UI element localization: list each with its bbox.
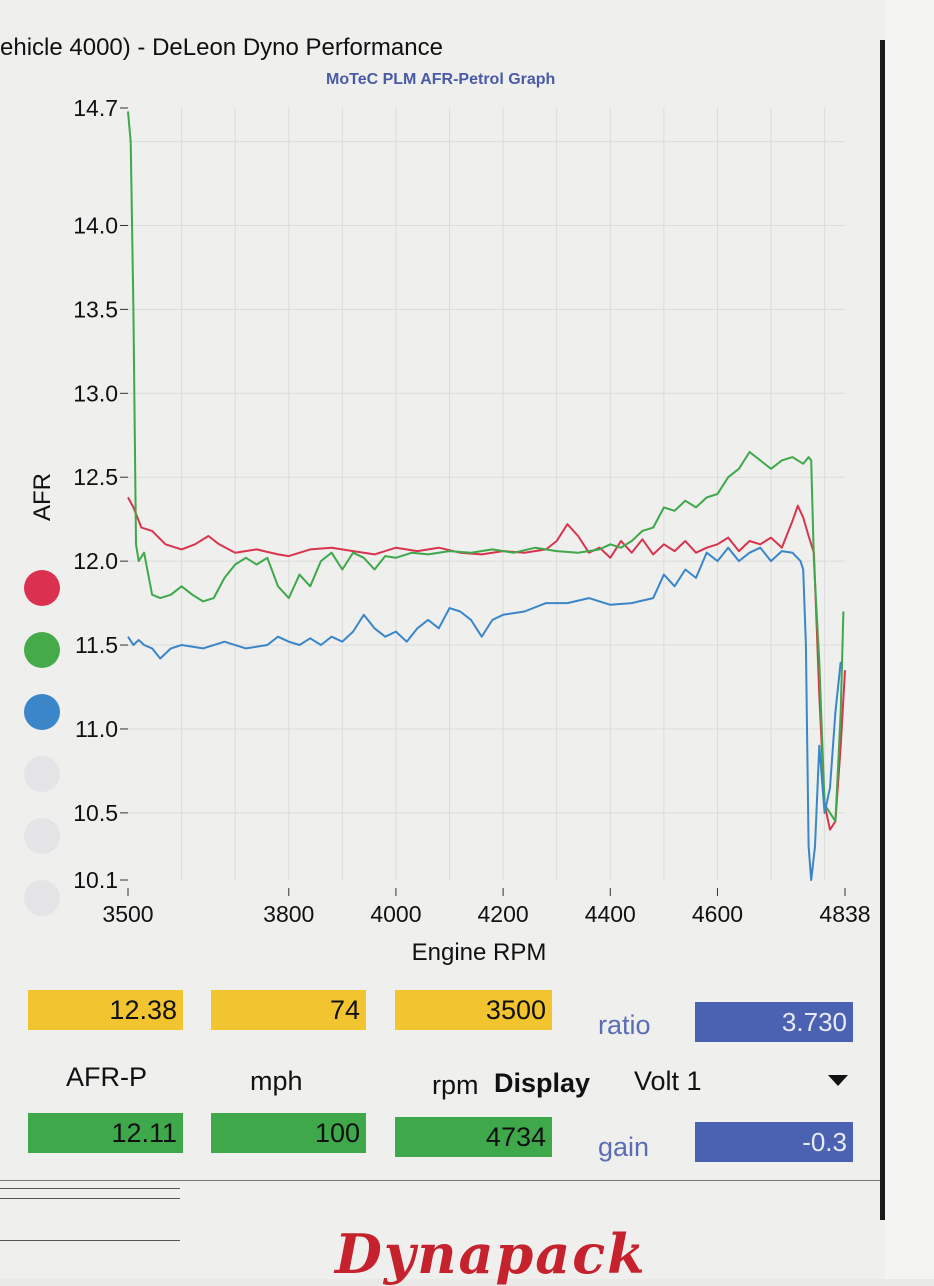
x-tick-label: 3500 — [102, 901, 153, 927]
afr-label: AFR-P — [66, 1062, 147, 1092]
x-tick-label: 4838 — [819, 901, 870, 927]
page-title: ehicle 4000) - DeLeon Dyno Performance — [0, 34, 443, 61]
legend-dot-3 — [24, 694, 60, 730]
y-tick-label: 13.0 — [73, 380, 118, 406]
y-tick-label: 10.5 — [73, 800, 118, 826]
series-line-3 — [127, 546, 842, 881]
rpm-label: rpm — [432, 1070, 479, 1100]
chart-grid — [128, 108, 845, 880]
afr-chart: 14.7 14.0 13.5 13.0 12.5 12.0 11.5 11.0 10.5 10.1… — [29, 95, 871, 966]
x-axis-label: Engine RPM — [412, 939, 547, 966]
y-tick-label: 14.0 — [73, 212, 118, 238]
display-label: Display — [494, 1068, 591, 1098]
page-margin — [885, 0, 934, 1279]
afr-end-readout: 12.11 — [28, 1113, 183, 1153]
legend-dot-empty — [24, 880, 60, 916]
legend-dot-1 — [24, 570, 60, 606]
gain-field[interactable]: -0.3 — [695, 1122, 853, 1162]
dynapack-logo: Dynapack — [335, 1222, 647, 1286]
divider — [0, 1240, 180, 1241]
divider — [0, 1180, 880, 1181]
divider — [0, 1198, 180, 1199]
chart-series — [127, 111, 846, 881]
legend-dot-2 — [24, 632, 60, 668]
y-tick-label: 14.7 — [73, 95, 118, 121]
series-line-2 — [127, 111, 845, 823]
x-tick-label: 3800 — [263, 901, 314, 927]
y-tick-label: 11.5 — [75, 632, 118, 658]
rpm-end-readout: 4734 — [395, 1117, 552, 1157]
frame-border — [880, 40, 885, 1220]
x-tick-label: 4600 — [692, 901, 743, 927]
chart-title: MoTeC PLM AFR-Petrol Graph — [326, 71, 556, 88]
y-tick-label: 12.0 — [73, 548, 118, 574]
ratio-label: ratio — [598, 1010, 651, 1040]
mph-start-readout: 74 — [211, 990, 366, 1030]
ratio-field[interactable]: 3.730 — [695, 1002, 853, 1042]
x-tick-label: 4000 — [370, 901, 421, 927]
afr-start-readout: 12.38 — [28, 990, 183, 1030]
mph-label: mph — [250, 1066, 303, 1096]
chart-axes: 14.7 14.0 13.5 13.0 12.5 12.0 11.5 11.0 10.5 10.1… — [73, 95, 870, 927]
y-tick-label: 12.5 — [73, 464, 118, 490]
rpm-start-readout: 3500 — [395, 990, 552, 1030]
chevron-down-icon[interactable] — [828, 1075, 848, 1086]
y-axis-label: AFR — [29, 473, 56, 521]
display-select[interactable]: Volt 1 — [634, 1066, 702, 1096]
mph-end-readout: 100 — [211, 1113, 366, 1153]
x-tick-label: 4400 — [585, 901, 636, 927]
y-tick-label: 13.5 — [73, 296, 118, 322]
divider — [0, 1188, 180, 1189]
y-tick-label: 11.0 — [75, 716, 118, 742]
legend-dot-empty — [24, 756, 60, 792]
legend-dot-empty — [24, 818, 60, 854]
y-tick-label: 10.1 — [73, 867, 118, 893]
x-tick-label: 4200 — [478, 901, 529, 927]
gain-label: gain — [598, 1132, 650, 1162]
